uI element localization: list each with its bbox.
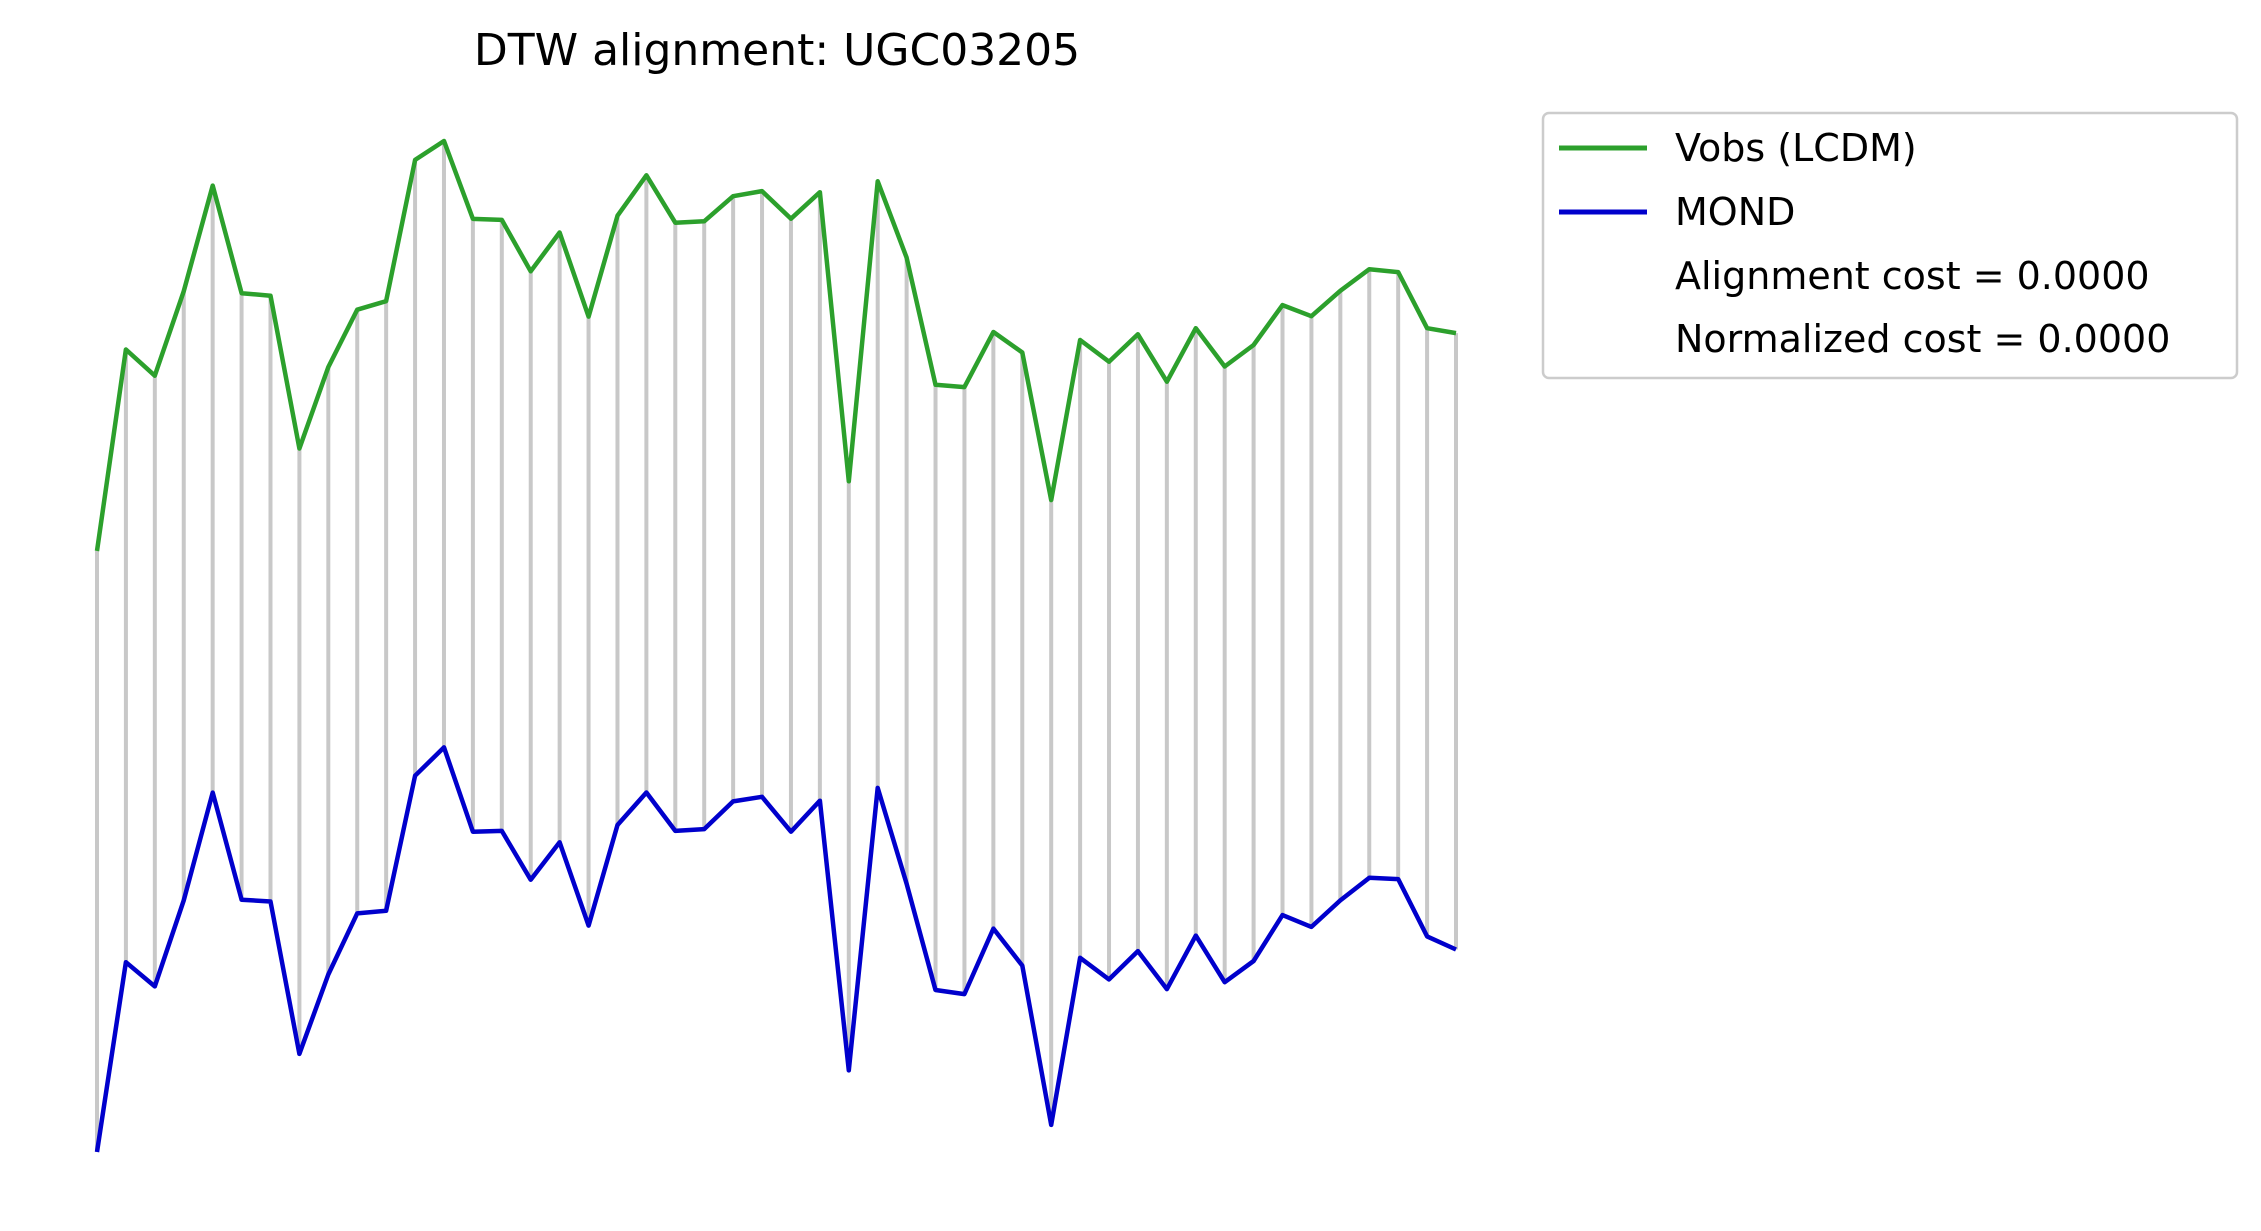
series-line-mond	[94, 745, 1457, 1153]
series-line-vobs	[94, 138, 1457, 552]
legend: Vobs (LCDM) MOND Alignment cost = 0.0000…	[1541, 111, 2239, 380]
legend-normalized-cost: Normalized cost = 0.0000	[1675, 317, 2170, 361]
chart-title: DTW alignment: UGC03205	[474, 25, 1080, 76]
legend-label-vobs: Vobs (LCDM)	[1675, 126, 1917, 170]
legend-alignment-cost: Alignment cost = 0.0000	[1675, 254, 2150, 298]
legend-frame	[1541, 111, 2239, 380]
alignment-links	[95, 141, 1458, 1152]
legend-label-mond: MOND	[1675, 190, 1795, 234]
series-lines	[94, 138, 1457, 1153]
